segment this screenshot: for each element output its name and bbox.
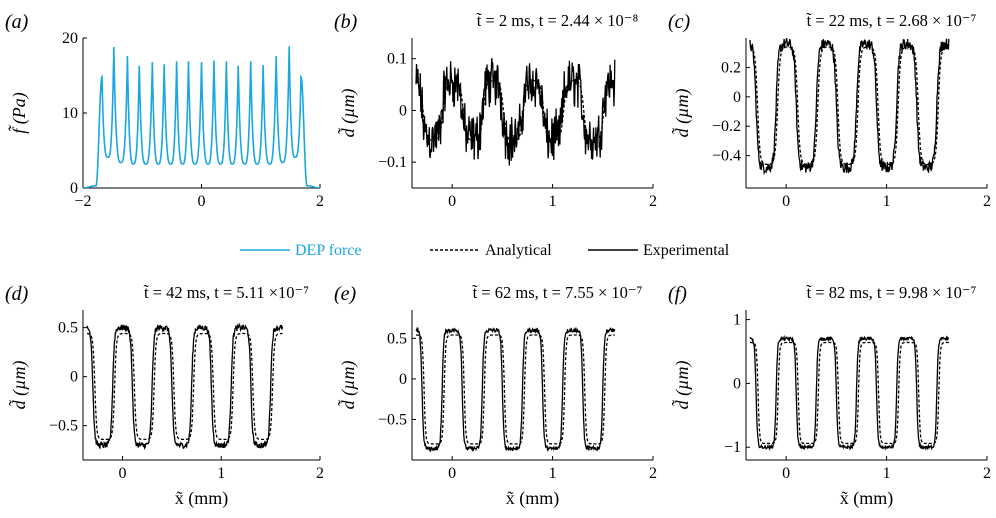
y-tick-label: 0.5 [387, 330, 407, 347]
y-tick-label: 0 [733, 375, 741, 392]
plot-area [749, 38, 950, 176]
x-tick-label: 1 [883, 193, 891, 210]
legend-label: Analytical [485, 242, 552, 259]
panel-e: 0 1 2 −0.5 0 0.5 (e) t̃ = 62 ms, t = 7.55 × 10⁻… [334, 283, 657, 509]
x-tick-label: 2 [316, 465, 324, 482]
y-tick-label: −0.4 [712, 148, 741, 165]
legend-label: DEP force [295, 242, 362, 259]
analytical-series [750, 341, 949, 445]
y-tick-label: 0.5 [58, 320, 78, 337]
y-tick-label: 0 [399, 371, 407, 388]
y-tick-label: −1 [724, 439, 741, 456]
analytical-series [87, 332, 283, 441]
x-tick-label: 1 [217, 465, 225, 482]
y-tick-label: −0.5 [378, 411, 407, 428]
panel-label: (f) [668, 283, 687, 305]
y-axis-label: f̃ (Pa) [8, 92, 30, 133]
y-tick-label: −0.2 [712, 118, 741, 135]
panel-f: 0 1 2 −1 0 1 (f) t̃ = 82 ms, t = 9.98 × 10⁻⁷ d̃ … [668, 283, 991, 509]
chart-title: t̃ = 82 ms, t = 9.98 × 10⁻⁷ [806, 283, 976, 302]
x-tick-label: 1 [883, 465, 891, 482]
panel-label: (b) [334, 11, 358, 33]
chart-title: t̃ = 22 ms, t = 2.68 × 10⁻⁷ [806, 11, 976, 30]
experimental-series [749, 334, 950, 451]
y-axis-label: d̃ (µm) [8, 361, 30, 410]
x-tick-label: 2 [983, 465, 991, 482]
panel-label: (d) [5, 283, 29, 305]
y-tick-label: 0.1 [387, 51, 407, 68]
x-axis-label: x̃ (mm) [840, 488, 894, 509]
chart-title: t̃ = 62 ms, t = 7.55 × 10⁻⁷ [472, 283, 642, 302]
legend: DEP force Analytical Experimental [240, 242, 730, 259]
x-tick-label: 0 [119, 465, 127, 482]
y-tick-label: 10 [62, 105, 78, 122]
y-axis-label: d̃ (µm) [337, 89, 359, 138]
panel-d: 0 1 2 −0.5 0 0.5 (d) t̃ = 42 ms, t = 5.11 ×10⁻⁷… [5, 283, 324, 509]
experimental-series [415, 326, 616, 453]
y-tick-label: 0.2 [721, 59, 741, 76]
analytical-series [749, 46, 949, 165]
y-tick-label: 1 [733, 312, 741, 329]
x-tick-label: 1 [549, 465, 557, 482]
panel-c: 0 1 2 −0.4 −0.2 0 0.2 (c) t̃ = 22 ms, t = 2.68 ×… [668, 11, 991, 210]
x-tick-label: 0 [782, 193, 790, 210]
y-tick-label: 0 [70, 180, 78, 197]
x-tick-label: 0 [198, 193, 206, 210]
plot-area [83, 46, 320, 188]
dep-force-series [83, 46, 320, 188]
x-tick-label: 0 [448, 465, 456, 482]
x-axis-label: x̃ (mm) [175, 488, 229, 509]
analytical-series [416, 334, 615, 445]
y-tick-label: −0.5 [49, 418, 78, 435]
experimental-series [749, 38, 950, 176]
experimental-series [86, 322, 284, 451]
y-axis-label: d̃ (µm) [671, 361, 693, 410]
x-tick-label: 2 [649, 465, 657, 482]
x-tick-label: 1 [549, 193, 557, 210]
plot-area [749, 334, 950, 451]
y-axis-label: d̃ (µm) [337, 361, 359, 410]
x-tick-label: 0 [448, 193, 456, 210]
y-tick-label: 0 [70, 369, 78, 386]
panel-label: (a) [5, 11, 29, 33]
panel-label: (c) [668, 11, 691, 33]
x-tick-label: 2 [316, 193, 324, 210]
legend-label: Experimental [643, 242, 730, 259]
y-tick-label: 0 [399, 102, 407, 119]
panel-label: (e) [334, 283, 357, 305]
plot-area [415, 326, 616, 453]
plot-area [415, 58, 616, 166]
x-tick-label: 2 [649, 193, 657, 210]
x-tick-label: −2 [74, 193, 91, 210]
chart-title: t̃ = 2 ms, t = 2.44 × 10⁻⁸ [476, 11, 638, 30]
y-axis-label: d̃ (µm) [671, 89, 693, 138]
chart-title: t̃ = 42 ms, t = 5.11 ×10⁻⁷ [144, 283, 310, 302]
x-axis-label: x̃ (mm) [506, 488, 560, 509]
y-tick-label: −0.1 [378, 154, 407, 171]
x-tick-label: 2 [983, 193, 991, 210]
y-tick-label: 20 [62, 30, 78, 47]
panel-b: 0 1 2 −0.1 0 0.1 (b) t̃ = 2 ms, t = 2.44 × 10⁻⁸… [334, 11, 657, 210]
y-tick-label: 0 [733, 89, 741, 106]
x-tick-label: 0 [782, 465, 790, 482]
experimental-series [415, 58, 616, 166]
plot-area [86, 322, 284, 451]
